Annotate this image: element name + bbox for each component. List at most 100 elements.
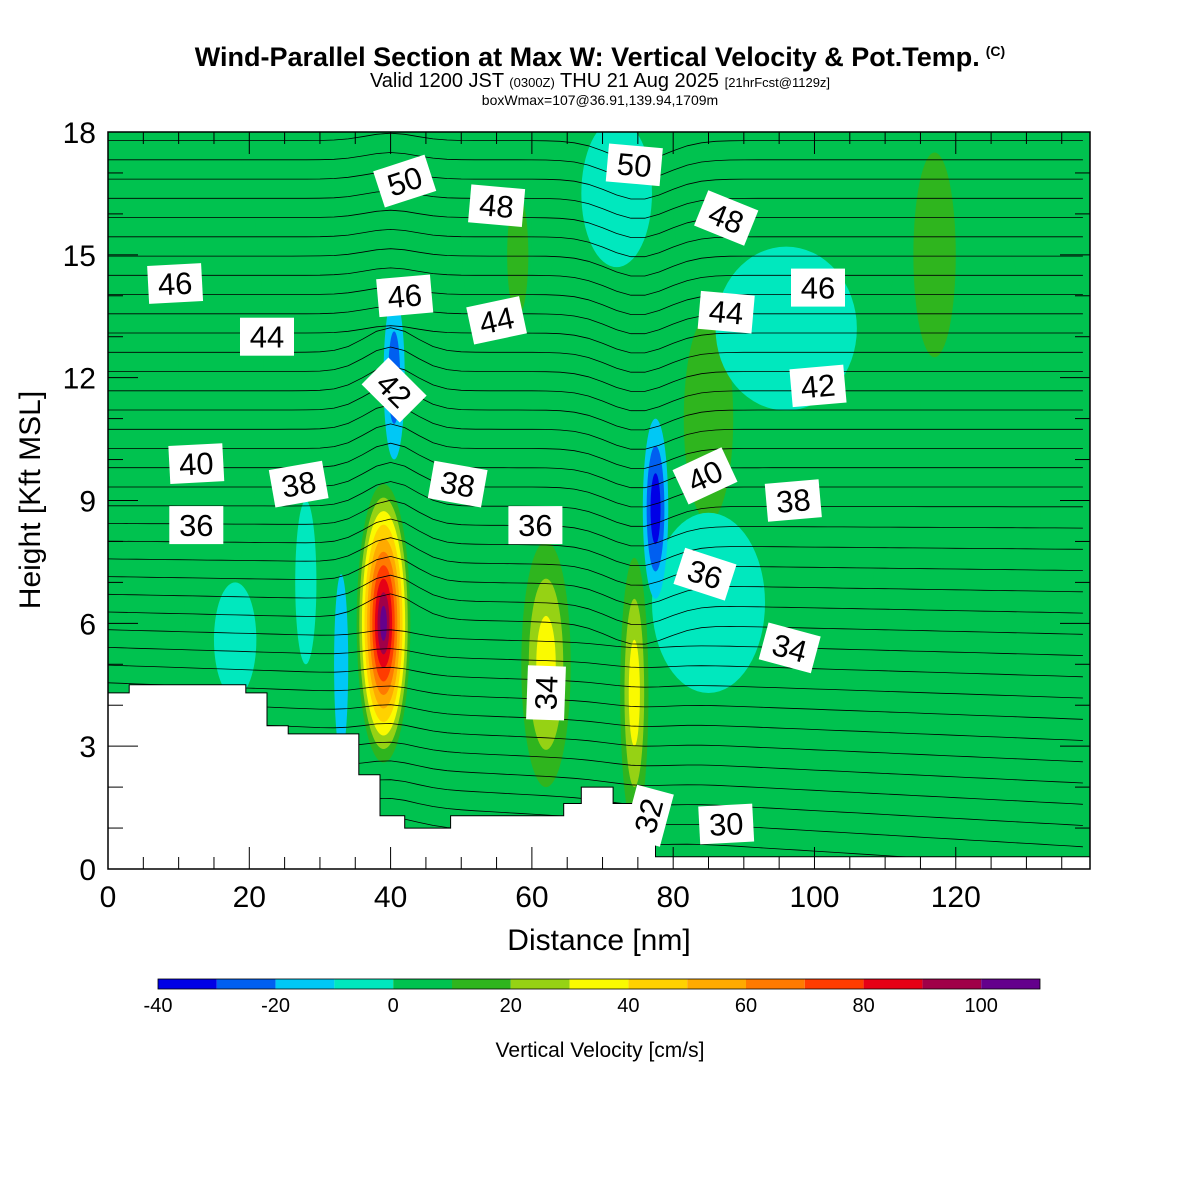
colorbar: Vertical Velocity [cm/s] -40 -20 0 20 40 60 80…: [144, 978, 1041, 1062]
theta-label-box: [268, 460, 329, 508]
theta-contour-9: [108, 664, 1083, 699]
valid-date: THU 21 Aug 2025: [560, 70, 720, 92]
copyright-mark: (C): [985, 43, 1006, 59]
forecast-info: [21hrFcst@1129z]: [724, 75, 831, 90]
x-tick-label-100: 100: [789, 881, 839, 914]
theta-label-box: [623, 784, 674, 847]
theta-label-box: [526, 665, 566, 721]
colorbar-tick-20: 20: [500, 995, 522, 1017]
theta-contour-32: [108, 228, 1083, 258]
theta-label-34-21: 34: [526, 665, 566, 721]
theta-label-50-1: 50: [605, 143, 663, 187]
colorbar-tick--20: -20: [261, 995, 290, 1017]
y-tick-label-9: 9: [79, 486, 96, 519]
theta-label-42-11: 42: [789, 364, 847, 408]
theta-label-box: [508, 506, 563, 545]
theta-contour-34: [108, 190, 1083, 219]
colorbar-swatch-3: [334, 979, 394, 989]
x-tick-label-120: 120: [931, 881, 981, 914]
theta-label-34-20: 34: [758, 622, 821, 674]
w-streak-8: [913, 152, 956, 358]
theta-label-box: [169, 506, 224, 545]
theta-contour-8: [108, 682, 1083, 720]
colorbar-tick-60: 60: [735, 995, 757, 1017]
theta-label-text: 38: [775, 482, 812, 520]
theta-label-text: 38: [279, 464, 319, 504]
theta-label-44-8: 44: [466, 296, 527, 345]
theta-label-32-22: 32: [623, 784, 674, 847]
theta-label-box: [147, 263, 204, 304]
w-streak-4: [870, 172, 1041, 829]
x-axis-label: Distance [nm]: [507, 924, 690, 957]
colorbar-swatch-12: [863, 979, 923, 989]
theta-label-40-12: 40: [168, 443, 225, 484]
colorbar-swatch-2: [275, 979, 335, 989]
theta-label-box: [764, 479, 822, 522]
chart-title: Wind-Parallel Section at Max W: Vertical…: [0, 42, 1200, 73]
colorbar-swatch-0: [158, 979, 217, 989]
theta-contour-14: [108, 555, 1083, 606]
theta-contour-13: [108, 574, 1083, 625]
x-tick-label-40: 40: [374, 881, 407, 914]
theta-contour-31: [108, 248, 1083, 277]
x-tick-label-20: 20: [233, 881, 266, 914]
w-streak-6: [108, 541, 186, 706]
w-cell-3-level-2: [650, 473, 661, 545]
colorbar-tick-100: 100: [965, 995, 998, 1017]
theta-label-box: [758, 622, 821, 674]
theta-label-text: 44: [707, 294, 744, 332]
theta-contour-19: [108, 461, 1083, 508]
theta-contour-21: [108, 423, 1083, 469]
theta-label-48-2: 48: [468, 184, 526, 227]
y-tick-label-12: 12: [63, 363, 96, 396]
colorbar-swatch-13: [922, 979, 982, 989]
y-tick-label-15: 15: [63, 240, 96, 273]
theta-label-text: 40: [178, 446, 214, 483]
colorbar-swatch-10: [746, 979, 805, 989]
theta-contour-29: [108, 286, 1083, 315]
theta-label-38-16: 38: [764, 479, 822, 522]
theta-contour-24: [108, 365, 1083, 412]
utc-time: (0300Z): [509, 75, 555, 90]
theta-label-36-19: 36: [673, 547, 737, 601]
theta-label-box: [427, 460, 488, 508]
theta-label-box: [373, 154, 437, 208]
theta-label-46-4: 46: [147, 263, 204, 304]
theta-contour-28: [108, 305, 1083, 335]
theta-contour-22: [108, 404, 1083, 450]
theta-label-text: 46: [157, 266, 193, 303]
y-tick-label-0: 0: [79, 854, 96, 887]
w-cell-0-level-9: [380, 605, 387, 641]
colorbar-swatch-6: [510, 979, 570, 989]
theta-contour-18: [108, 481, 1083, 527]
w-streak-11: [295, 500, 317, 665]
theta-contour-16: [108, 518, 1083, 567]
theta-label-46-6: 46: [791, 268, 845, 307]
colorbar-swatch-11: [804, 979, 864, 989]
theta-label-box: [468, 184, 526, 227]
theta-label-text: 46: [386, 277, 423, 315]
w-streak-13: [581, 132, 652, 268]
colorbar-border: [157, 978, 1041, 990]
w-streak-15: [651, 512, 766, 693]
theta-label-box: [376, 274, 434, 318]
chart-valid-time: Valid 1200 JST (0300Z) THU 21 Aug 2025 […: [0, 70, 1200, 93]
theta-contour-12: [108, 593, 1083, 645]
theta-contour-35: [108, 171, 1083, 200]
theta-label-box: [168, 443, 225, 484]
theta-label-30-23: 30: [698, 803, 755, 845]
colorbar-swatch-4: [393, 979, 452, 989]
theta-label-text: 38: [438, 464, 478, 504]
theta-label-box: [697, 290, 755, 334]
theta-contour-17: [108, 499, 1083, 547]
colorbar-swatch-7: [569, 979, 629, 989]
theta-label-box: [791, 268, 845, 307]
theta-label-text: 44: [476, 300, 517, 341]
theta-label-text: 36: [518, 508, 552, 543]
chart-title-text: Wind-Parallel Section at Max W: Vertical…: [194, 42, 980, 72]
theta-contour-20: [108, 442, 1083, 489]
theta-label-38-14: 38: [268, 460, 329, 508]
x-tick-label-80: 80: [656, 881, 689, 914]
